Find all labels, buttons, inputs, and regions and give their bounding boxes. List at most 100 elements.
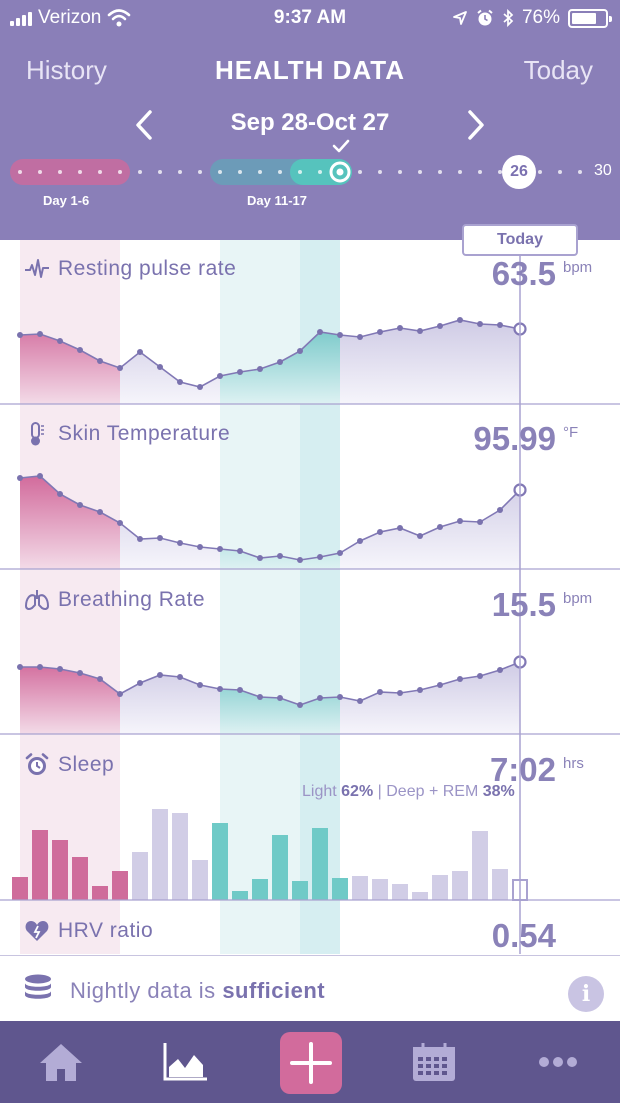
sleep-bar	[32, 830, 48, 900]
metric-point	[37, 664, 43, 670]
tab-calendar[interactable]	[384, 1021, 484, 1103]
timeline-day-dot	[58, 170, 62, 174]
timeline-day-dot	[218, 170, 222, 174]
metric-point	[337, 332, 343, 338]
data-sufficiency-text: Nightly data is sufficient	[70, 978, 325, 1004]
metric-point	[257, 694, 263, 700]
sleep-bar	[12, 877, 28, 900]
metric-point	[457, 317, 463, 323]
bluetooth-icon	[503, 9, 514, 27]
timeline-day-dot	[118, 170, 122, 174]
metric-point	[417, 687, 423, 693]
today-marker-tab: Today	[462, 224, 578, 256]
timeline-day-dot	[78, 170, 82, 174]
today-link[interactable]: Today	[523, 55, 593, 85]
timeline-day-dot	[378, 170, 382, 174]
health-charts	[0, 240, 620, 954]
tab-more[interactable]	[508, 1021, 608, 1103]
metric-point	[37, 331, 43, 337]
lungs-icon	[25, 590, 49, 611]
metric-skin-temp-unit: °F	[563, 424, 579, 441]
metric-point	[137, 680, 143, 686]
timeline-day-dot	[458, 170, 462, 174]
timeline-day-dot	[398, 170, 402, 174]
sleep-bar	[332, 878, 348, 900]
metric-point	[57, 338, 63, 344]
timeline-current-marker[interactable]	[329, 161, 351, 183]
timeline-day-dot	[538, 170, 542, 174]
data-sufficiency-banner: Nightly data is sufficient i	[0, 955, 620, 1021]
metric-breathing-title[interactable]: Breathing Rate	[24, 587, 205, 613]
signal-icon	[10, 10, 32, 26]
metric-area-fill	[20, 476, 520, 569]
info-icon[interactable]: i	[568, 976, 604, 1012]
metric-hrv-label: HRV ratio	[58, 919, 154, 942]
metric-point	[117, 520, 123, 526]
metric-sleep-unit: hrs	[563, 755, 584, 772]
chart-layer	[12, 317, 528, 901]
sleep-bar	[452, 871, 468, 900]
metric-pulse-title[interactable]: Resting pulse rate	[24, 256, 236, 282]
metric-point	[337, 694, 343, 700]
sleep-light-label: Light	[302, 783, 337, 800]
metric-point	[177, 674, 183, 680]
metric-point	[317, 695, 323, 701]
metric-hrv-title[interactable]: HRV ratio	[24, 918, 153, 944]
timeline-day-dots	[18, 170, 582, 174]
next-range-chevron-icon[interactable]	[458, 105, 492, 145]
sleep-bar	[112, 871, 128, 900]
metric-pulse-unit: bpm	[563, 259, 593, 276]
timeline-day-dot	[298, 170, 302, 174]
sleep-bar	[272, 835, 288, 900]
metric-area-period	[20, 667, 120, 734]
previous-range-chevron-icon[interactable]	[128, 105, 162, 145]
metric-point	[157, 364, 163, 370]
metric-point	[17, 664, 23, 670]
sleep-bar	[372, 879, 388, 900]
timeline-label-fertile: Day 11-17	[247, 193, 307, 208]
sleep-deep-label: Deep + REM	[386, 783, 479, 800]
sleep-phase-split: Light 62% | Deep + REM 38%	[302, 783, 515, 801]
metric-point	[297, 348, 303, 354]
sleep-bar	[192, 860, 208, 900]
tab-bar	[0, 1021, 620, 1103]
history-link[interactable]: History	[26, 55, 107, 85]
metric-pulse-label: Resting pulse rate	[58, 257, 237, 280]
sleep-bar	[52, 840, 68, 900]
metric-skin-temp-title[interactable]: Skin Temperature	[24, 421, 230, 447]
timeline-day-dot	[578, 170, 582, 174]
metric-area-fertile	[220, 332, 340, 404]
metric-point	[397, 325, 403, 331]
sleep-deep-value: 38%	[482, 783, 515, 800]
timeline-current-dot	[336, 168, 344, 176]
timeline-day-dot	[98, 170, 102, 174]
metric-point	[57, 491, 63, 497]
sleep-bar	[72, 857, 88, 900]
timeline-today-badge[interactable]: 26	[502, 155, 536, 189]
sleep-bar	[172, 813, 188, 900]
chart-icon	[163, 1043, 207, 1081]
metric-point	[297, 557, 303, 563]
metric-point	[337, 550, 343, 556]
timeline-day-dot	[478, 170, 482, 174]
timeline-day-dot	[418, 170, 422, 174]
metric-trend-line	[20, 661, 521, 706]
add-entry-button[interactable]	[280, 1032, 342, 1094]
sleep-bar	[472, 831, 488, 900]
data-sufficiency-status: sufficient	[222, 978, 326, 1003]
metric-point	[177, 379, 183, 385]
metric-point	[97, 509, 103, 515]
timeline-end-day: 30	[594, 162, 612, 179]
metric-point	[297, 702, 303, 708]
location-icon	[453, 11, 467, 25]
tab-charts[interactable]	[135, 1021, 235, 1103]
metric-point	[457, 518, 463, 524]
wifi-icon	[108, 9, 131, 27]
metric-sleep-title[interactable]: Sleep	[24, 752, 114, 778]
sleep-bar	[252, 879, 268, 900]
cycle-timeline[interactable]	[0, 150, 620, 214]
tab-home[interactable]	[11, 1021, 111, 1103]
metric-area-period	[20, 476, 120, 569]
timeline-day-dot	[358, 170, 362, 174]
metric-point	[417, 533, 423, 539]
